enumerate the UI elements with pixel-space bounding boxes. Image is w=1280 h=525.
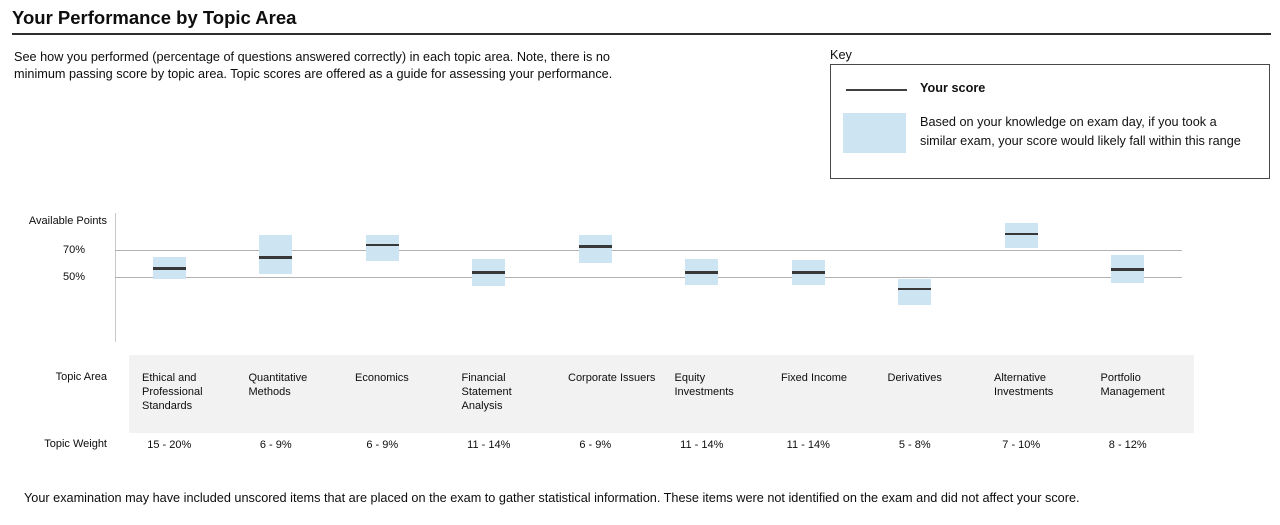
ytick-50: 50% [62, 271, 85, 283]
score-line-swatch [846, 89, 907, 91]
title-divider [12, 33, 1271, 35]
page-title: Your Performance by Topic Area [12, 7, 297, 28]
topic-weight-cell: 11 - 14% [680, 439, 724, 451]
topic-weight-cell: 7 - 10% [1002, 439, 1041, 451]
score-line [1004, 232, 1038, 236]
key-panel: Your score Based on your knowledge on ex… [830, 64, 1270, 179]
score-line [578, 245, 612, 248]
topic-area-cell: Corporate Issuers [568, 372, 656, 384]
score-range-box [578, 235, 612, 263]
key-heading: Key [830, 48, 852, 62]
score-line [472, 271, 506, 274]
score-line [152, 267, 186, 270]
score-line [259, 256, 293, 259]
score-range-box [259, 235, 293, 274]
topic-weight-cell: 6 - 9% [579, 439, 612, 451]
score-range-box [1004, 223, 1038, 248]
score-range-box [898, 279, 932, 306]
key-score-label: Your score [920, 81, 986, 95]
score-range-box [472, 258, 506, 287]
topic-area-cell: Derivatives [887, 372, 942, 384]
row-header-topic-area: Topic Area [55, 371, 107, 383]
score-range-box [152, 257, 186, 280]
gridline-70 [115, 250, 1182, 251]
score-line [365, 243, 399, 247]
topic-weight-cell: 8 - 12% [1108, 439, 1147, 451]
topic-area-cell: Fixed Income [781, 372, 848, 384]
footnote-text: Your examination may have included unsco… [24, 491, 1080, 505]
key-range-description: Based on your knowledge on exam day, if … [920, 115, 1241, 148]
score-range-box [685, 258, 719, 285]
ytick-70: 70% [62, 244, 85, 256]
row-header-topic-weight: Topic Weight [44, 438, 107, 450]
score-range-box [365, 235, 399, 262]
range-swatch [843, 113, 906, 153]
score-range-box [1111, 254, 1145, 284]
topic-area-band [129, 355, 1194, 433]
score-line [1111, 268, 1145, 271]
topic-weight-cell: 11 - 14% [786, 439, 830, 451]
topic-area-cell: Economics [355, 372, 409, 384]
topic-area-cell: Quantitative Methods [248, 372, 308, 398]
topic-weight-cell: 11 - 14% [467, 439, 511, 451]
topic-area-cell: Portfolio Management [1100, 372, 1165, 398]
score-line [898, 287, 932, 291]
topic-weight-cell: 6 - 9% [259, 439, 292, 451]
gridline-50 [115, 277, 1182, 278]
topic-area-cell: Equity Investments [674, 372, 734, 398]
topic-area-cell: Ethical and Professional Standards [142, 372, 203, 412]
topic-area-cell: Alternative Investments [994, 372, 1054, 398]
score-line [685, 271, 719, 274]
score-range-box [791, 260, 825, 285]
topic-area-cell: Financial Statement Analysis [461, 372, 512, 412]
topic-weight-cell: 5 - 8% [898, 439, 931, 451]
topic-weight-cell: 15 - 20% [147, 439, 192, 451]
intro-text: See how you performed (percentage of que… [14, 50, 613, 81]
score-line [791, 271, 825, 274]
axis-label-available-points: Available Points [28, 215, 107, 227]
topic-weight-cell: 6 - 9% [366, 439, 399, 451]
